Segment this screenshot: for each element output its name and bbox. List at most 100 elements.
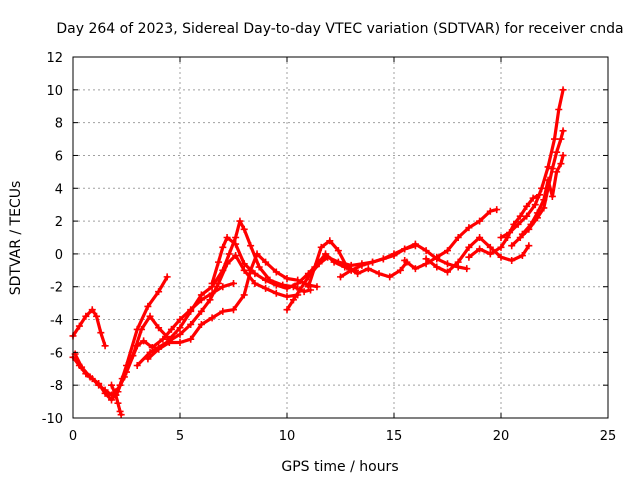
- data-point: [476, 234, 484, 241]
- data-point: [364, 265, 372, 273]
- data-point: [101, 389, 109, 397]
- data-point: [219, 243, 227, 251]
- data-point: [247, 242, 255, 250]
- data-point: [215, 258, 223, 266]
- data-point: [497, 243, 505, 251]
- data-point: [538, 184, 546, 192]
- data-point: [354, 270, 362, 278]
- data-point: [163, 273, 171, 281]
- data-point: [219, 283, 227, 291]
- data-point: [525, 242, 533, 250]
- data-point: [140, 337, 148, 345]
- y-tick-label: -8: [50, 379, 63, 394]
- data-point: [253, 250, 261, 258]
- data-point: [518, 230, 526, 238]
- data-point: [422, 255, 430, 263]
- data-point: [454, 234, 462, 241]
- data-point: [375, 270, 383, 278]
- data-point: [531, 201, 539, 209]
- data-point: [411, 265, 419, 273]
- data-point: [514, 220, 522, 228]
- y-tick-label: 10: [46, 84, 63, 99]
- data-point: [78, 363, 86, 371]
- data-point: [230, 306, 237, 314]
- data-point: [223, 234, 231, 241]
- data-point: [527, 220, 535, 228]
- data-point: [176, 324, 184, 332]
- data-point: [369, 258, 377, 266]
- data-point: [334, 258, 342, 266]
- data-point: [401, 256, 409, 264]
- data-point: [197, 320, 205, 328]
- data-point: [262, 258, 270, 266]
- data-point: [251, 279, 259, 287]
- data-point: [95, 380, 103, 388]
- data-point: [390, 250, 398, 258]
- data-point: [544, 163, 552, 171]
- data-point: [422, 247, 430, 255]
- y-tick-label: 6: [55, 149, 63, 164]
- data-point: [289, 296, 297, 304]
- y-tick-label: 8: [55, 117, 63, 132]
- data-point: [159, 335, 167, 343]
- data-point: [548, 192, 556, 200]
- data-point: [283, 275, 291, 283]
- data-point: [559, 151, 567, 159]
- data-point: [540, 196, 548, 204]
- data-point: [187, 320, 195, 328]
- series-sat-track-16: [499, 88, 565, 240]
- data-point: [347, 266, 355, 274]
- data-point: [117, 411, 125, 419]
- data-point: [559, 127, 567, 135]
- data-point: [155, 345, 163, 353]
- y-tick-label: 0: [55, 248, 63, 263]
- data-point: [225, 250, 233, 258]
- data-point: [118, 375, 126, 383]
- data-point: [433, 253, 441, 261]
- data-point: [497, 253, 505, 261]
- data-point: [294, 279, 302, 287]
- data-point: [444, 268, 451, 276]
- data-point: [506, 229, 514, 237]
- data-point: [146, 312, 154, 320]
- data-point: [197, 307, 205, 315]
- data-point: [232, 234, 240, 241]
- data-point: [167, 325, 175, 333]
- y-tick-label: -4: [50, 314, 63, 329]
- data-point: [379, 255, 387, 263]
- x-axis-label: GPS time / hours: [281, 459, 398, 475]
- data-point: [187, 307, 195, 315]
- data-point: [337, 273, 344, 281]
- data-point: [262, 276, 270, 284]
- data-point: [533, 209, 541, 217]
- data-point: [493, 206, 501, 214]
- data-point: [187, 335, 195, 343]
- data-point: [486, 207, 494, 215]
- data-point: [176, 330, 184, 338]
- y-tick-label: 4: [55, 182, 63, 197]
- data-point: [251, 270, 259, 278]
- data-point: [311, 263, 319, 271]
- data-point: [386, 273, 394, 281]
- data-point: [133, 361, 141, 369]
- data-point: [86, 373, 94, 381]
- data-point: [557, 160, 565, 168]
- data-point: [476, 217, 484, 225]
- data-point: [516, 212, 524, 220]
- data-point: [326, 237, 334, 245]
- data-point: [232, 240, 240, 248]
- data-point: [304, 283, 312, 291]
- data-point: [155, 288, 163, 296]
- data-point: [559, 86, 567, 94]
- data-point: [465, 243, 473, 251]
- data-point: [497, 234, 505, 241]
- data-point: [518, 252, 526, 260]
- data-point: [240, 260, 248, 268]
- data-point: [283, 306, 291, 314]
- data-point: [232, 252, 240, 260]
- data-point: [283, 293, 291, 301]
- data-point: [544, 176, 552, 184]
- data-point: [396, 266, 404, 274]
- data-point: [219, 307, 227, 315]
